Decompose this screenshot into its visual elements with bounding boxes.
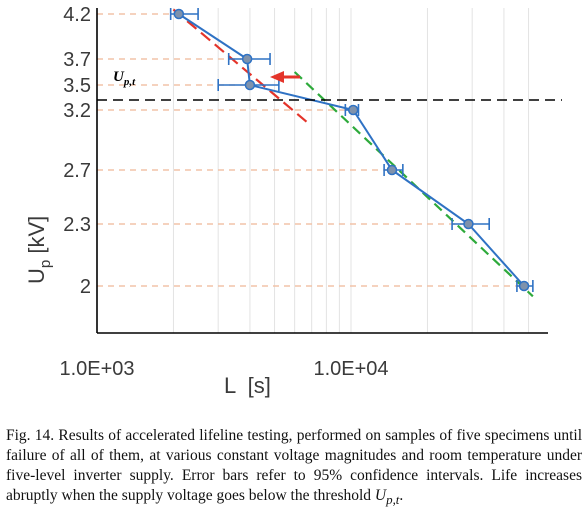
caption-symbol-subscript: p,t	[386, 492, 400, 508]
y-axis-label-text: Up [kV]	[24, 216, 54, 284]
figure-caption: Fig. 14. Results of accelerated lifeline…	[6, 426, 582, 510]
x-tick-label: 1.0E+04	[313, 358, 388, 380]
y-axis-label-subscript: p	[37, 260, 54, 268]
tick-labels: 4.2 3.7 3.5 3.2 2.7 2.3 2 1.0E+03 1.0E+04	[59, 4, 388, 380]
y-tick-label: 3.2	[63, 100, 91, 122]
data-point	[347, 104, 359, 116]
caption-end: .	[399, 487, 404, 504]
threshold-label-subscript: p,t	[123, 76, 136, 88]
caption-text: Fig. 14. Results of accelerated lifeline…	[6, 427, 582, 504]
data-point	[244, 79, 256, 91]
y-tick-label: 2	[80, 276, 91, 298]
y-tick-label: 2.3	[63, 214, 91, 236]
caption-symbol: U	[374, 487, 387, 504]
y-tick-label: 3.7	[63, 49, 91, 71]
x-tick-label: 1.0E+03	[59, 358, 134, 380]
value-guide-lines	[97, 13, 525, 287]
x-axis-label: L [s]	[224, 373, 271, 398]
threshold-arrow-head	[270, 71, 284, 83]
y-tick-label: 2.7	[63, 160, 91, 182]
chart-axes	[96, 8, 548, 334]
data-point	[173, 8, 185, 20]
data-point	[463, 218, 474, 230]
y-axis-label: Up [kV]	[24, 216, 54, 284]
y-tick-label: 3.5	[63, 75, 91, 97]
data-point	[241, 53, 253, 65]
y-tick-label: 4.2	[63, 4, 91, 26]
error-bars	[169, 8, 534, 292]
data-points	[173, 8, 530, 292]
threshold-label: Up,t	[113, 69, 136, 88]
trend-lines	[172, 8, 534, 298]
high-voltage-fit-line	[172, 8, 308, 123]
data-point	[518, 280, 530, 292]
data-point	[386, 164, 398, 176]
chart: Up,t 4.2 3.7 3.5 3.2 2.7 2.3 2 1.0E+03 1.0E+04 L…	[24, 4, 562, 398]
